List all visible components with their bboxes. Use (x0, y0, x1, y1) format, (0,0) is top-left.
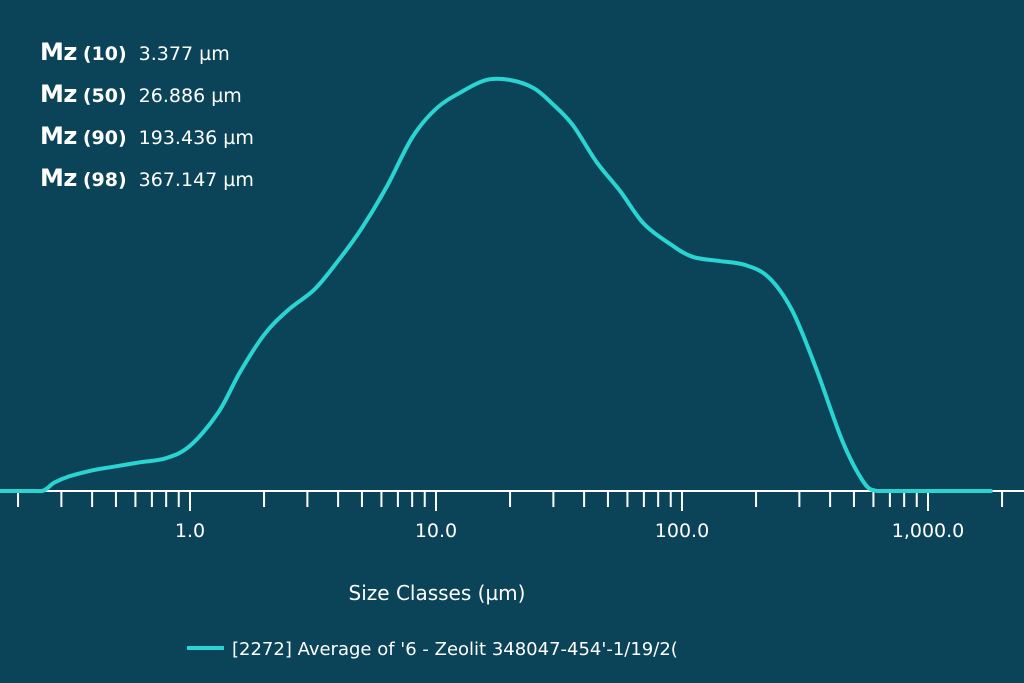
stat-label: Mz (40, 38, 77, 66)
stat-value: 367.147 µm (138, 169, 254, 191)
stat-label: Mz (40, 164, 77, 192)
stat-value: 3.377 µm (138, 43, 230, 65)
x-tick-label: 1.0 (175, 520, 205, 542)
stat-percentile: (98) (82, 169, 127, 191)
stat-label: Mz (40, 122, 77, 150)
stat-percentile: (50) (82, 85, 127, 107)
stat-percentile: (10) (82, 43, 127, 65)
stat-percentile: (90) (82, 127, 127, 149)
series-line (0, 76, 993, 493)
stat-mz10: Mz (10) 3.377 µm (40, 38, 254, 80)
stat-mz50: Mz (50) 26.886 µm (40, 80, 254, 122)
stat-label: Mz (40, 80, 77, 108)
x-tick-label: 100.0 (655, 520, 709, 542)
stat-mz90: Mz (90) 193.436 µm (40, 122, 254, 164)
x-tick-label: 10.0 (415, 520, 457, 542)
x-axis-tick-labels: 1.0 10.0 100.0 1,000.0 (175, 520, 964, 542)
x-axis-ticks (17, 491, 1004, 511)
x-tick-label: 1,000.0 (892, 520, 965, 542)
statistics-panel: Mz (10) 3.377 µm Mz (50) 26.886 µm Mz (9… (40, 38, 254, 206)
stat-value: 26.886 µm (138, 85, 242, 107)
legend-label: [2272] Average of '6 - Zeolit 348047-454… (232, 639, 678, 660)
x-axis-title: Size Classes (µm) (349, 581, 526, 605)
legend: [2272] Average of '6 - Zeolit 348047-454… (187, 639, 678, 660)
stat-mz98: Mz (98) 367.147 µm (40, 164, 254, 206)
stat-value: 193.436 µm (138, 127, 254, 149)
